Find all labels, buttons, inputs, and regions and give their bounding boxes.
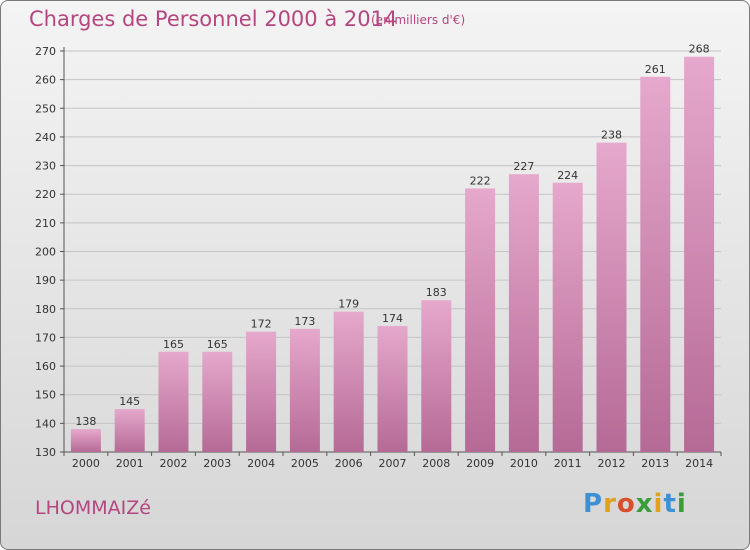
bar: [333, 311, 364, 452]
x-tick-label: 2002: [160, 457, 188, 470]
bar: [684, 56, 715, 452]
data-label: 227: [513, 160, 534, 173]
bar: [465, 188, 496, 452]
x-tick-label: 2009: [466, 457, 494, 470]
bar: [289, 328, 320, 452]
data-label: 268: [689, 43, 710, 56]
data-label: 179: [338, 298, 359, 311]
bar: [596, 142, 627, 452]
data-label: 183: [426, 286, 447, 299]
bar: [202, 351, 233, 452]
x-tick-label: 2013: [641, 457, 669, 470]
bar: [640, 76, 671, 453]
bar: [552, 182, 583, 452]
data-label: 165: [163, 338, 184, 351]
x-tick-label: 2006: [335, 457, 363, 470]
y-tick-label: 190: [35, 274, 56, 287]
data-label: 145: [119, 395, 140, 408]
y-tick-label: 240: [35, 131, 56, 144]
bar: [158, 351, 189, 452]
bar: [377, 325, 408, 452]
y-tick-label: 170: [35, 331, 56, 344]
data-label: 165: [207, 338, 228, 351]
bar: [508, 174, 539, 452]
x-tick-label: 2000: [72, 457, 100, 470]
y-tick-label: 130: [35, 446, 56, 459]
y-tick-label: 180: [35, 303, 56, 316]
proxiti-logo: Proxiti: [583, 489, 687, 519]
y-tick-label: 200: [35, 246, 56, 259]
data-label: 224: [557, 169, 578, 182]
chart-title: Charges de Personnel 2000 à 2014: [29, 7, 398, 31]
x-tick-label: 2010: [510, 457, 538, 470]
data-label: 138: [75, 415, 96, 428]
x-tick-label: 2012: [598, 457, 626, 470]
bar: [114, 409, 145, 452]
town-name: LHOMMAIZé: [35, 497, 151, 519]
chart-subtitle: (en milliers d'€): [371, 13, 466, 27]
bars: [70, 56, 715, 453]
y-tick-label: 230: [35, 160, 56, 173]
y-tick-label: 260: [35, 74, 56, 87]
y-tick-label: 250: [35, 102, 56, 115]
x-tick-label: 2007: [379, 457, 407, 470]
y-tick-label: 270: [35, 45, 56, 58]
data-label: 173: [294, 315, 315, 328]
data-label: 174: [382, 312, 403, 325]
bar: [246, 331, 277, 452]
bar: [70, 429, 101, 452]
x-tick-label: 2014: [685, 457, 713, 470]
x-tick-label: 2004: [247, 457, 275, 470]
x-tick-label: 2008: [422, 457, 450, 470]
y-tick-label: 220: [35, 188, 56, 201]
x-tick-label: 2003: [203, 457, 231, 470]
bar: [421, 300, 452, 452]
data-label: 238: [601, 129, 622, 142]
data-label: 222: [470, 174, 491, 187]
data-label: 261: [645, 63, 666, 76]
y-tick-label: 160: [35, 360, 56, 373]
x-tick-label: 2001: [116, 457, 144, 470]
x-tick-label: 2005: [291, 457, 319, 470]
y-tick-label: 150: [35, 389, 56, 402]
x-tick-label: 2011: [554, 457, 582, 470]
y-tick-label: 140: [35, 417, 56, 430]
y-tick-label: 210: [35, 217, 56, 230]
data-label: 172: [251, 318, 272, 331]
value-labels: 138 145 165 165 172 173 179 174 183 222 227 224 238 2…: [75, 43, 709, 428]
